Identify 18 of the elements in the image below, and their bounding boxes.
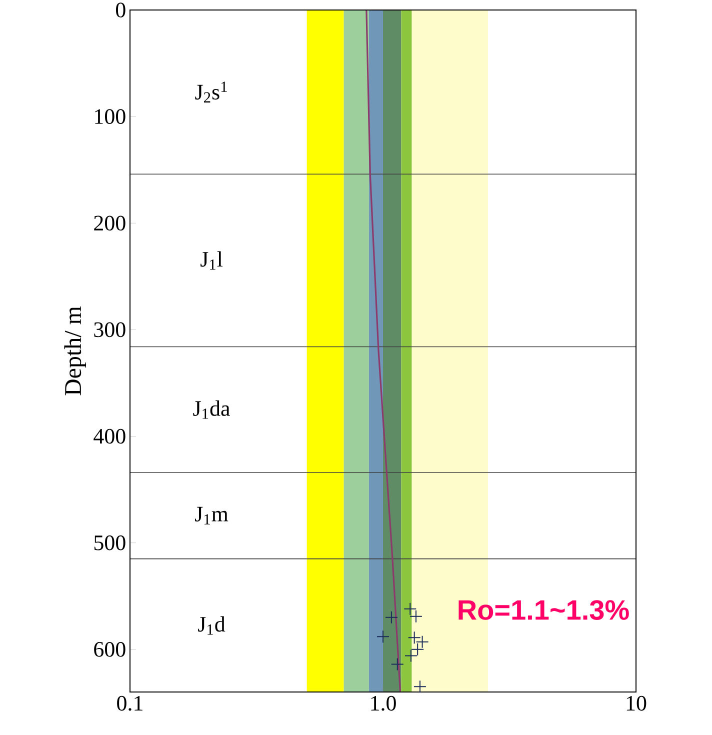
y-tick-label: 600	[94, 642, 126, 657]
y-tick-label: 200	[94, 216, 126, 231]
annotation: J$_{2}$s$^{1}$	[195, 82, 227, 102]
y-tick-label: 400	[94, 428, 126, 444]
annotation: Ro=1.1~1.3%	[458, 600, 629, 620]
x-tick-label: 0.1	[117, 696, 142, 711]
x-tick-label: 1.0	[371, 696, 396, 711]
annotation: J$_{1}$da	[193, 400, 230, 419]
x-tick-label: 10	[626, 696, 646, 711]
y-tick-label: 300	[94, 322, 126, 338]
annotation: J$_{1}$m	[195, 506, 228, 524]
y-tick-label: 0	[116, 2, 126, 18]
y-tick-label: 500	[94, 535, 126, 550]
line-series	[366, 9, 402, 693]
annotation: J$_{1}$l	[200, 251, 223, 270]
annotation: J$_{1}$d	[198, 616, 226, 635]
y-tick-label: 100	[95, 109, 126, 124]
y-axis-title: Depth/ m	[64, 306, 86, 396]
